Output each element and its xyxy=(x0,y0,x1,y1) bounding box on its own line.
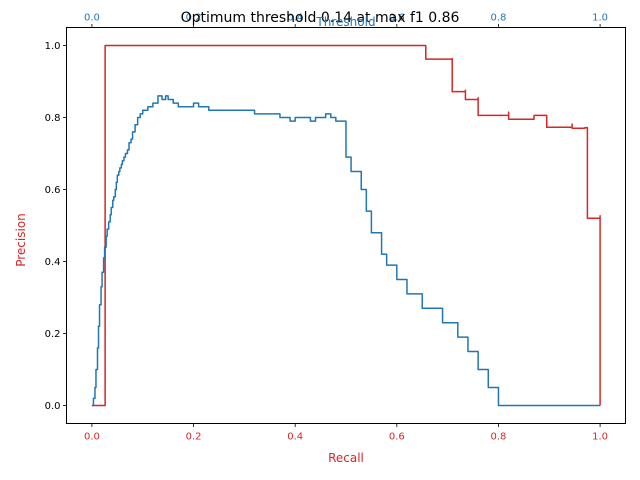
x-tick-label: 0.8 xyxy=(491,432,507,443)
y-axis-label: Precision xyxy=(14,213,28,267)
plot-frame xyxy=(66,27,626,424)
top-x-axis: 0.0 0.2 0.4 0.6 0.8 1.0 xyxy=(84,13,608,28)
y-tick-label: 1.0 xyxy=(45,41,61,52)
precision-recall-line xyxy=(91,44,601,407)
x-tick-label: 0.0 xyxy=(84,432,100,443)
top-x-tick-label: 0.6 xyxy=(389,13,405,24)
top-x-axis-label: Threshold xyxy=(315,15,375,29)
f1-threshold-line xyxy=(91,95,601,407)
series-layer xyxy=(91,44,601,407)
x-axis-label: Recall xyxy=(328,451,364,465)
chart-title: Optimum threshold 0.14 at max f1 0.86 xyxy=(181,10,460,26)
x-tick-label: 0.6 xyxy=(389,432,405,443)
x-tick-label: 0.2 xyxy=(186,432,202,443)
y-tick-label: 0.6 xyxy=(45,185,61,196)
x-tick-label: 0.4 xyxy=(287,432,303,443)
y-tick-label: 0.8 xyxy=(45,113,61,124)
y-axis: 0.0 0.2 0.4 0.6 0.8 1.0 xyxy=(45,41,67,412)
y-tick-label: 0.4 xyxy=(45,257,61,268)
top-x-tick-label: 0.4 xyxy=(287,13,303,24)
top-x-tick-label: 0.0 xyxy=(84,13,100,24)
top-x-tick-label: 0.2 xyxy=(186,13,202,24)
top-x-tick-label: 0.8 xyxy=(491,13,507,24)
bottom-x-axis: 0.0 0.2 0.4 0.6 0.8 1.0 xyxy=(84,423,608,443)
y-tick-label: 0.2 xyxy=(45,329,61,340)
top-x-tick-label: 1.0 xyxy=(592,13,608,24)
x-tick-label: 1.0 xyxy=(592,432,608,443)
y-tick-label: 0.0 xyxy=(45,401,61,412)
